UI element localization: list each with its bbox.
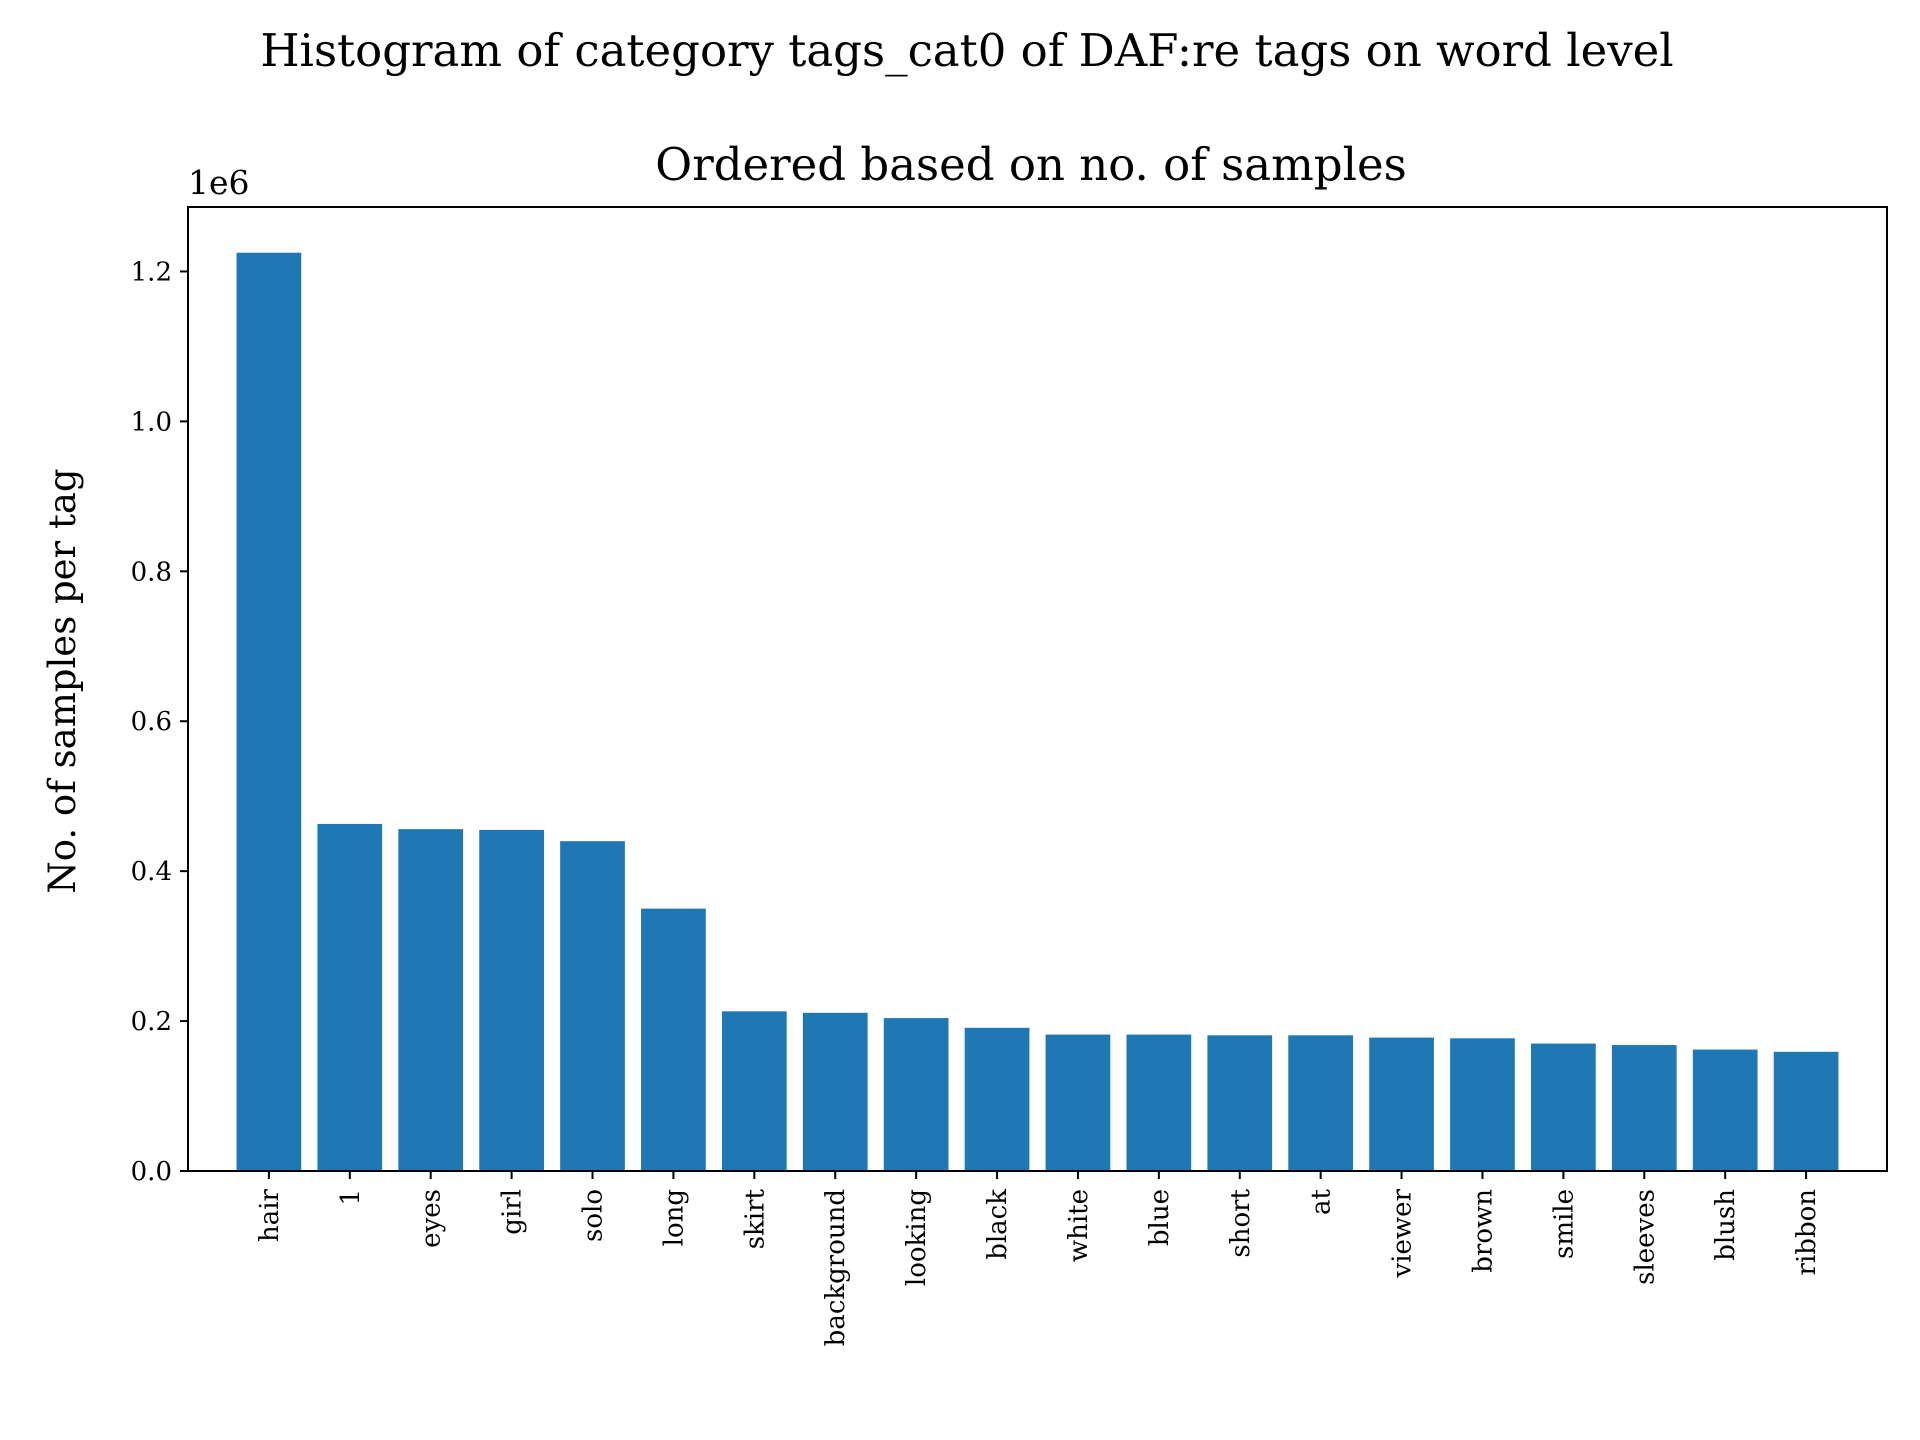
x-tick-label: sleeves <box>1630 1189 1660 1285</box>
x-tick-label: blush <box>1711 1189 1741 1261</box>
y-axis-ticks: 0.0 0.2 0.4 0.6 0.8 1.0 1.2 <box>131 257 188 1187</box>
bar-blue <box>1126 1034 1192 1171</box>
x-tick-label: looking <box>902 1189 932 1286</box>
y-tick-label: 0.0 <box>131 1157 172 1187</box>
bar-viewer <box>1369 1037 1434 1171</box>
bar-sleeves <box>1611 1045 1677 1171</box>
x-tick-label: 1 <box>336 1189 366 1206</box>
x-tick-label: blue <box>1145 1189 1175 1246</box>
y-tick-label: 0.2 <box>131 1007 172 1037</box>
bar-background <box>802 1012 868 1171</box>
bar-looking <box>883 1018 949 1171</box>
x-axis-ticks: hair 1 eyes girl solo long skirt background look… <box>255 1171 1822 1346</box>
bar-long <box>641 908 706 1171</box>
x-tick-label: short <box>1226 1188 1256 1257</box>
x-tick-label: hair <box>255 1188 285 1242</box>
bar-1 <box>317 823 383 1171</box>
bar-smile <box>1531 1043 1596 1171</box>
bar-eyes <box>398 829 464 1171</box>
bar-solo <box>560 841 625 1171</box>
x-tick-label: background <box>821 1189 851 1346</box>
y-tick-label: 0.8 <box>131 557 172 587</box>
y-axis-label: No. of samples per tag <box>41 468 84 893</box>
x-tick-label: at <box>1307 1188 1337 1215</box>
y-tick-label: 1.0 <box>131 407 172 437</box>
bar-blush <box>1692 1049 1758 1171</box>
x-tick-label: white <box>1064 1189 1094 1262</box>
bar-at <box>1288 1035 1354 1171</box>
bar-short <box>1207 1035 1273 1171</box>
y-axis-offset-label: 1e6 <box>188 163 250 202</box>
bar-brown <box>1450 1038 1515 1171</box>
plot-frame <box>187 206 1888 1172</box>
x-tick-label: long <box>659 1189 689 1246</box>
bar-skirt <box>721 1011 787 1171</box>
x-tick-label: brown <box>1468 1189 1498 1273</box>
x-tick-label: viewer <box>1388 1188 1418 1278</box>
x-tick-label: solo <box>579 1189 609 1242</box>
bar-girl <box>479 829 544 1171</box>
x-tick-label: ribbon <box>1792 1189 1822 1276</box>
bar-black <box>964 1027 1030 1171</box>
chart-suptitle: Histogram of category tags_cat0 of DAF:r… <box>260 24 1673 77</box>
x-tick-label: black <box>983 1189 1013 1260</box>
chart-title: Ordered based on no. of samples <box>655 138 1406 191</box>
y-tick-label: 0.6 <box>131 707 172 737</box>
y-tick-label: 0.4 <box>131 857 172 887</box>
bars-group <box>236 252 1839 1172</box>
x-tick-label: skirt <box>740 1188 770 1249</box>
bar-hair <box>236 252 302 1172</box>
x-tick-label: eyes <box>417 1189 447 1248</box>
x-tick-label: girl <box>498 1189 528 1235</box>
x-tick-label: smile <box>1549 1189 1579 1259</box>
y-tick-label: 1.2 <box>131 257 172 287</box>
bar-ribbon <box>1773 1051 1839 1171</box>
bar-white <box>1045 1034 1111 1171</box>
